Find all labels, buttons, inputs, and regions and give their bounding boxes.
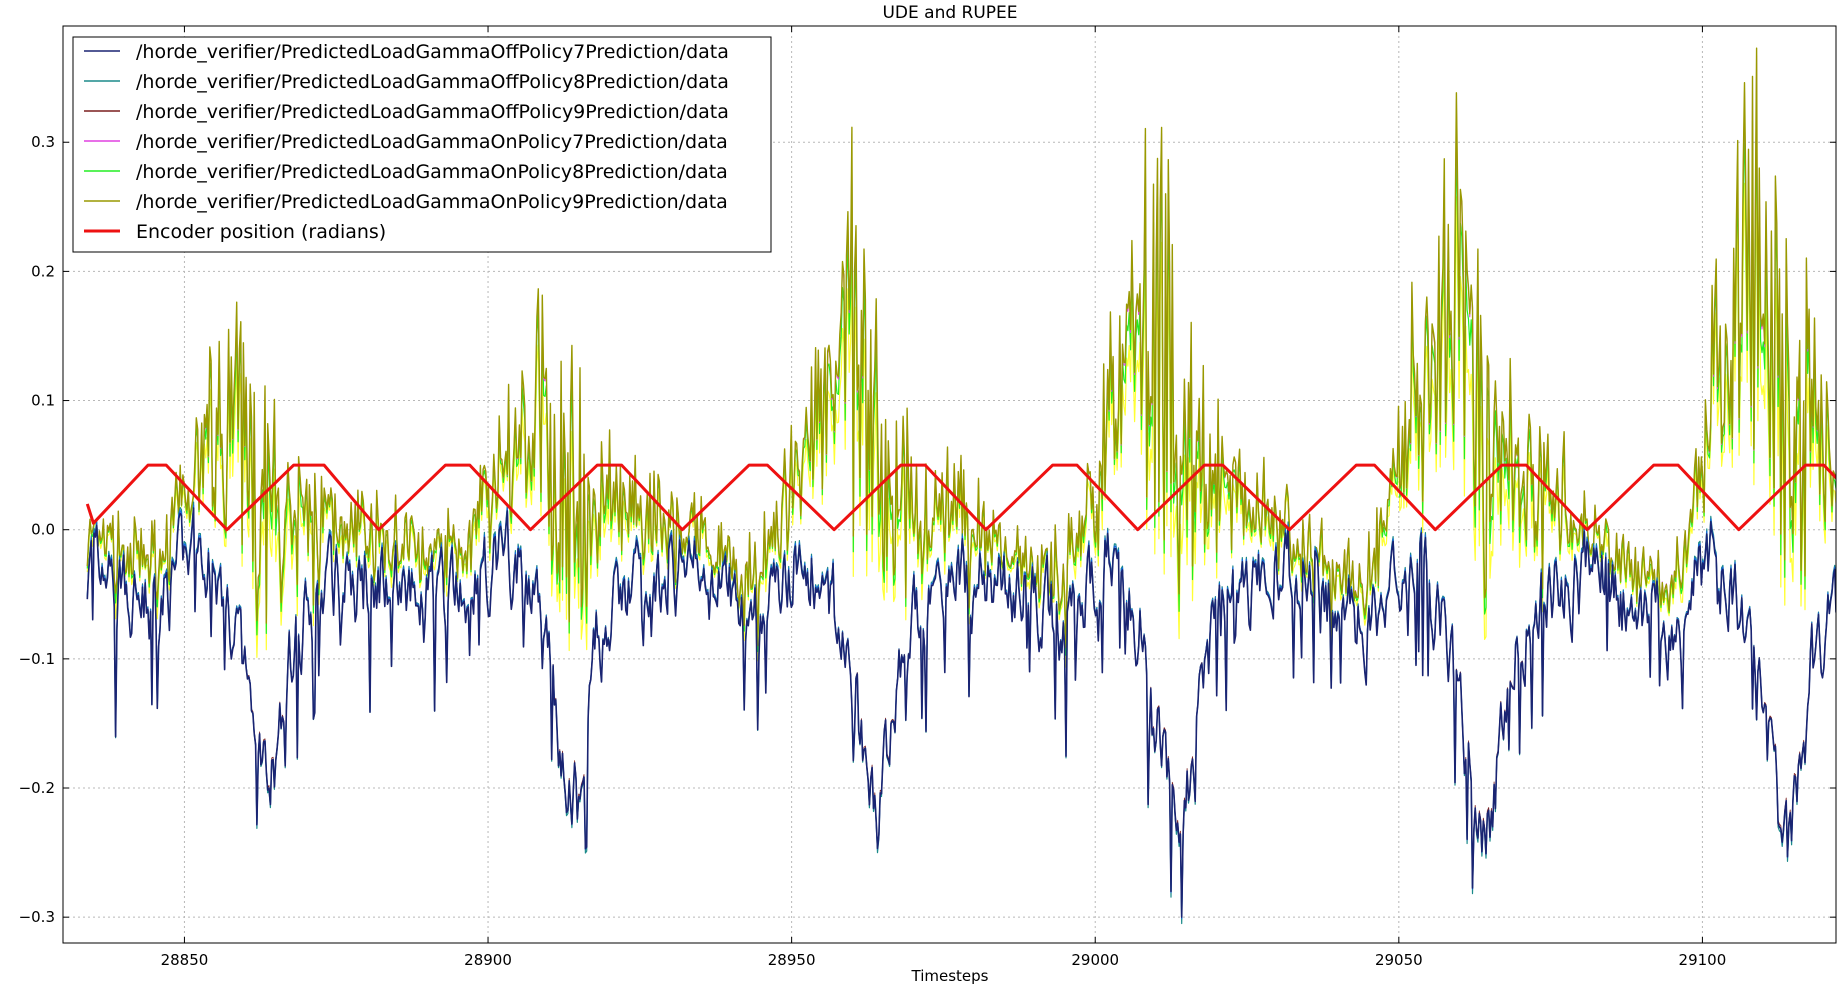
legend-entries: /horde_verifier/PredictedLoadGammaOffPol… <box>84 41 729 243</box>
x-tick-label: 29050 <box>1375 951 1423 969</box>
legend-label: /horde_verifier/PredictedLoadGammaOffPol… <box>136 41 729 63</box>
legend: /horde_verifier/PredictedLoadGammaOffPol… <box>72 36 772 253</box>
axis-ticks: 28850 28900 28950 29000 29050 29100 −0.3 −0.2 −0… <box>19 26 1836 969</box>
x-tick-label: 29100 <box>1679 951 1727 969</box>
legend-label: /horde_verifier/PredictedLoadGammaOnPoli… <box>136 161 728 183</box>
x-tick-label: 29000 <box>1071 951 1119 969</box>
series-encoder-position-line <box>85 463 1836 532</box>
x-axis-label: Timesteps <box>911 967 989 985</box>
x-tick-label: 28850 <box>161 951 209 969</box>
y-tick-label: 0.1 <box>31 392 55 410</box>
y-tick-label: 0.3 <box>31 133 55 151</box>
legend-label: /horde_verifier/PredictedLoadGammaOffPol… <box>136 101 729 123</box>
series-offpolicy7-line <box>86 507 1836 918</box>
y-tick-label: 0.2 <box>31 262 55 280</box>
x-tick-label: 28900 <box>464 951 512 969</box>
legend-label: /horde_verifier/PredictedLoadGammaOnPoli… <box>136 131 728 153</box>
plot-frame <box>62 25 1837 944</box>
legend-box <box>72 36 772 253</box>
legend-label: /horde_verifier/PredictedLoadGammaOffPol… <box>136 71 729 93</box>
legend-label: Encoder position (radians) <box>136 221 386 243</box>
series-layer <box>85 47 1836 925</box>
chart-title: UDE and RUPEE <box>882 3 1017 23</box>
y-tick-label: −0.3 <box>19 908 55 926</box>
y-tick-label: −0.2 <box>19 779 55 797</box>
x-tick-label: 28950 <box>768 951 816 969</box>
y-tick-label: 0.0 <box>31 521 55 539</box>
y-tick-label: −0.1 <box>19 650 55 668</box>
legend-label: /horde_verifier/PredictedLoadGammaOnPoli… <box>136 191 728 213</box>
